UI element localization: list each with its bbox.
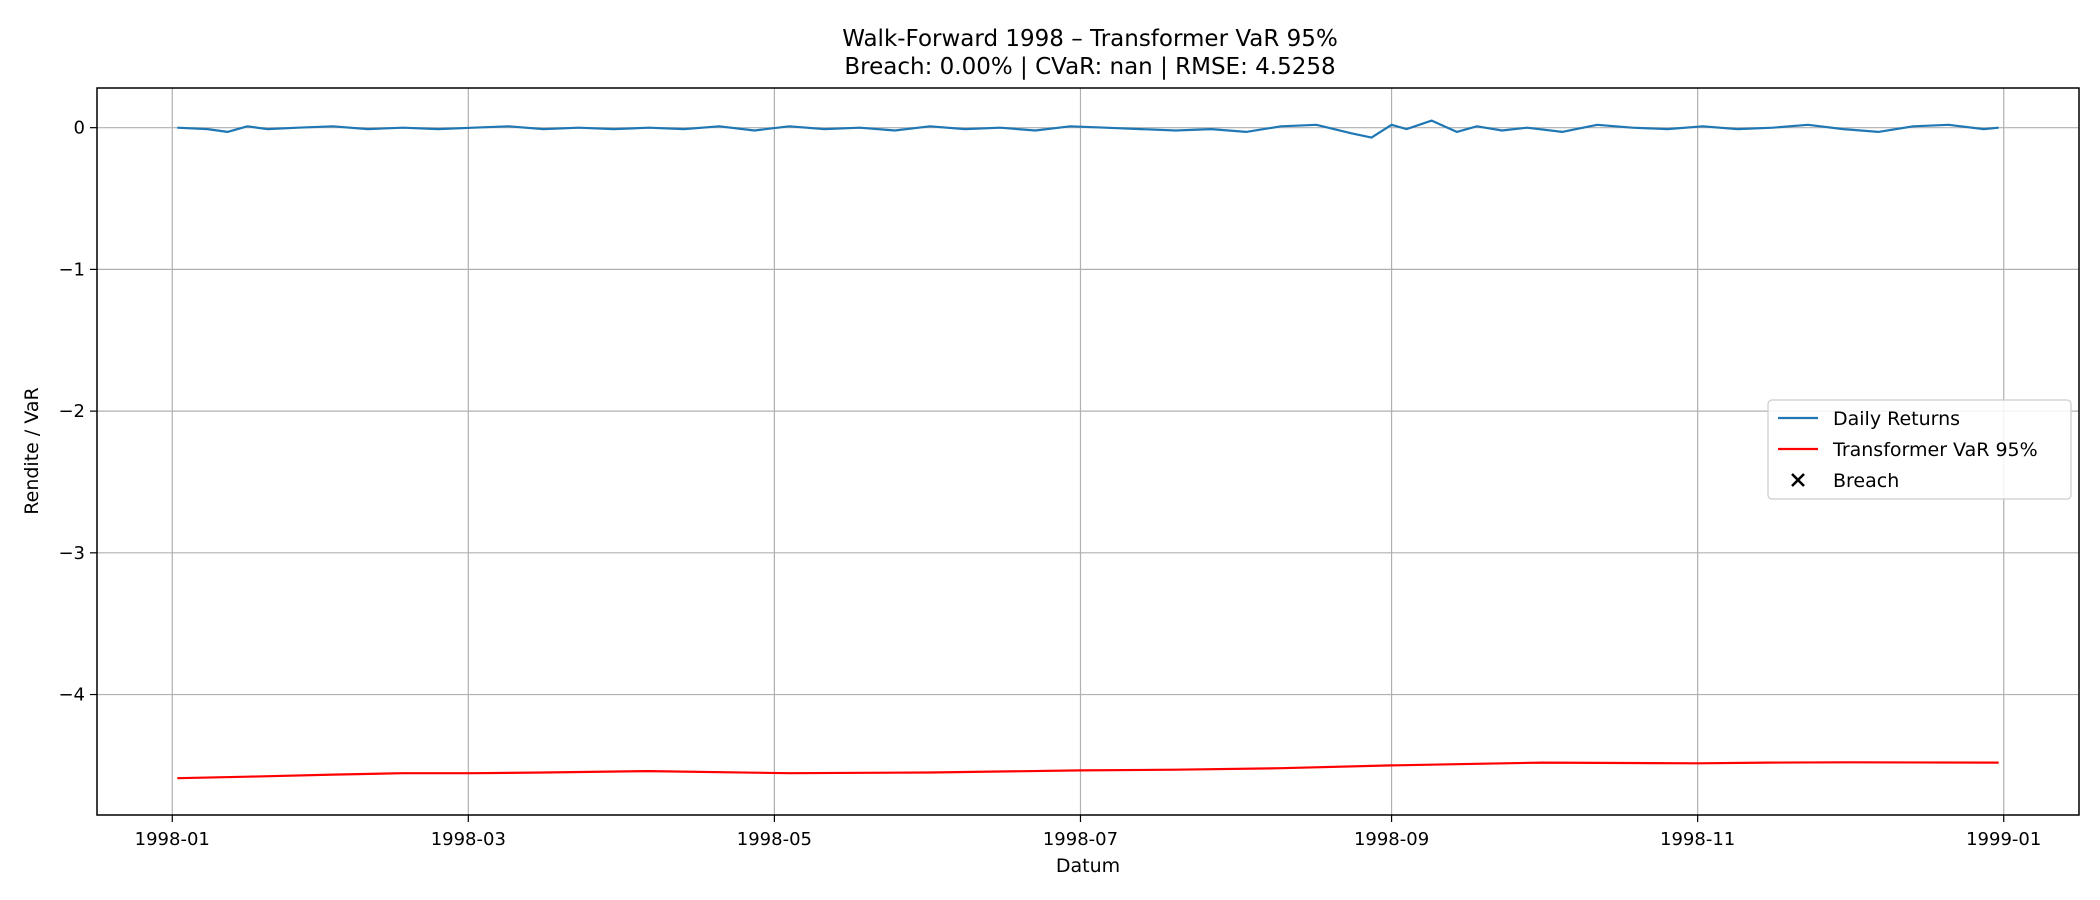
x-tick-label: 1998-09 [1354,829,1429,850]
x-tick-label: 1998-01 [135,829,210,850]
plot-frame [96,87,2080,816]
chart-subtitle: Breach: 0.00% | CVaR: nan | RMSE: 4.5258 [844,54,1335,80]
series-line-transformer-var-95 [177,761,1999,780]
x-tick-label: 1998-03 [431,829,506,850]
legend: Daily Returns Transformer VaR 95% Breach [1767,399,2072,500]
plot-area [177,119,1999,780]
series-line-daily-returns [177,119,1999,139]
y-tick-label: −4 [58,685,85,706]
x-tick-label: 1998-11 [1660,829,1735,850]
x-tick-label: 1999-01 [1966,829,2041,850]
x-axis-label: Datum [1056,855,1120,877]
legend-label: Breach [1833,470,1899,492]
legend-label: Transformer VaR 95% [1832,439,2038,461]
y-tick-label: −2 [58,401,85,422]
x-tick-label: 1998-07 [1043,829,1118,850]
legend-swatch [1791,473,1805,487]
y-axis-label: Rendite / VaR [21,387,43,514]
axis-ticks: 1998-01 1998-03 1998-05 1998-07 1998-09 1998-… [58,118,2041,850]
x-tick-label: 1998-05 [737,829,812,850]
y-tick-label: 0 [74,118,85,139]
y-tick-label: −1 [58,259,85,280]
chart-title: Walk-Forward 1998 – Transformer VaR 95% [842,26,1338,52]
legend-box [1767,399,2072,500]
y-tick-label: −3 [58,543,85,564]
legend-label: Daily Returns [1833,408,1960,430]
